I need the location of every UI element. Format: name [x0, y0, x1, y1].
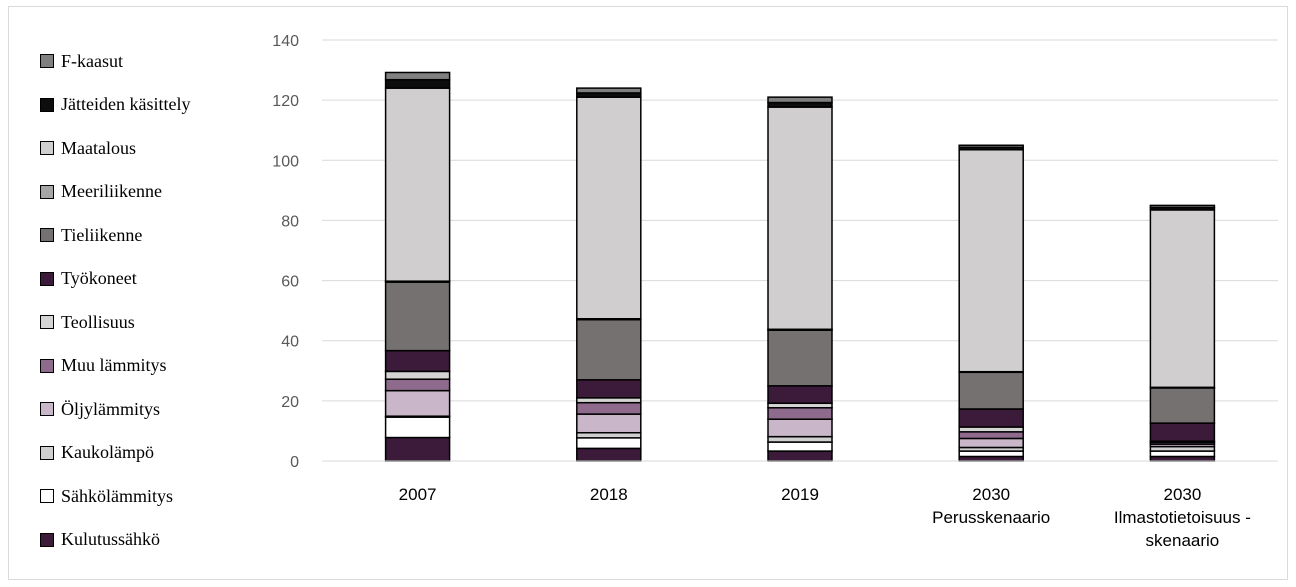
- bar-stack: [767, 96, 833, 462]
- bar-segment: [576, 318, 642, 381]
- legend-item: Kaukolämpö: [40, 442, 154, 464]
- bar-segment: [384, 78, 451, 89]
- bar-segment: [576, 437, 642, 450]
- legend-swatch: [40, 315, 54, 329]
- bar-segment: [1149, 450, 1216, 458]
- bar-segment: [384, 378, 451, 392]
- bar-segment: [767, 435, 833, 443]
- bar-segment: [384, 349, 451, 373]
- y-tick-label: 60: [281, 274, 299, 291]
- bar-stack: [384, 71, 451, 462]
- legend-swatch: [40, 532, 54, 547]
- legend-item: Öljylämmitys: [40, 398, 160, 420]
- legend-label: Tieliikenne: [61, 224, 143, 245]
- legend-label: Meeriliikenne: [61, 181, 162, 201]
- legend-item: Tieliikenne: [40, 224, 142, 246]
- x-category-label: 2019: [781, 485, 819, 504]
- bar-segment: [384, 281, 451, 352]
- bar-segment: [767, 96, 833, 104]
- bar-segment: [767, 106, 833, 331]
- bar-segment: [958, 371, 1024, 410]
- legend-swatch: [40, 489, 54, 503]
- bar-segment: [767, 329, 833, 387]
- legend-item: Maatalous: [40, 137, 136, 159]
- legend-swatch: [40, 402, 54, 416]
- bar-segment: [767, 407, 833, 420]
- legend-label: F-kaasut: [61, 50, 123, 71]
- x-category-label: 2030 Ilmastotietoisuus -skenaario: [1114, 485, 1251, 550]
- bar-segment: [576, 447, 642, 462]
- bar-segment: [576, 431, 642, 439]
- bar-segment: [958, 408, 1024, 428]
- bar-segment: [384, 436, 451, 462]
- y-tick-label: 80: [281, 213, 299, 230]
- legend-swatch: [40, 358, 54, 373]
- bar-segment: [958, 149, 1024, 373]
- legend-label: Kulutussähkö: [61, 529, 160, 549]
- bar-segment: [767, 385, 833, 405]
- bar-segment: [1149, 204, 1216, 209]
- legend-label: Sähkölämmitys: [61, 485, 173, 506]
- y-tick-label: 120: [272, 93, 299, 110]
- y-axis-tick-labels: 0 20 40 60 80 100 120 140: [272, 33, 299, 471]
- y-tick-label: 40: [281, 334, 299, 351]
- bar-segment: [767, 441, 833, 452]
- legend-swatch: [40, 271, 54, 286]
- bar-segment: [576, 401, 642, 415]
- bar-segment: [958, 144, 1024, 149]
- bar-segment: [767, 450, 833, 462]
- legend-item: Jätteiden käsittely: [40, 94, 190, 116]
- legend-label: Jätteiden käsittely: [61, 94, 191, 114]
- legend-label: Teollisuus: [61, 311, 135, 332]
- legend-swatch: [40, 445, 54, 460]
- legend-item: F-kaasut: [40, 50, 123, 72]
- legend-swatch: [40, 184, 54, 199]
- bar-segment: [384, 416, 451, 439]
- bar-segment: [576, 379, 642, 399]
- bar-segment: [1149, 209, 1216, 389]
- x-axis-category-labels: 2007 2018 2019 2030 Perusskenaario 2030 Ilmast…: [399, 485, 1251, 550]
- legend-item: Sähkölämmitys: [40, 485, 173, 507]
- x-category-label: 2018: [590, 485, 628, 504]
- bar-segment: [1149, 422, 1216, 442]
- bar-stack: [1149, 204, 1216, 462]
- legend-label: Maatalous: [61, 137, 136, 158]
- y-tick-label: 20: [281, 394, 299, 411]
- y-tick-label: 140: [272, 33, 299, 50]
- bar-segment: [767, 418, 833, 438]
- bar-segment: [384, 370, 451, 380]
- legend-label: Muu lämmitys: [61, 355, 167, 375]
- bar-stack: [576, 87, 642, 462]
- y-tick-label: 100: [272, 153, 299, 170]
- bars: [384, 71, 1216, 462]
- x-category-label: 2030 Perusskenaario: [932, 485, 1050, 527]
- legend-swatch: [40, 141, 54, 155]
- bar-segment: [576, 87, 642, 94]
- legend-item: Meeriliikenne: [40, 181, 162, 203]
- bar-segment: [1149, 387, 1216, 424]
- x-category-label: 2007: [399, 485, 437, 504]
- bar-segment: [384, 389, 451, 417]
- legend-item: Muu lämmitys: [40, 355, 167, 377]
- bar-segment: [384, 71, 451, 81]
- legend-item: Kulutussähkö: [40, 529, 160, 551]
- y-tick-label: 0: [290, 454, 299, 471]
- bar-segment: [576, 96, 642, 320]
- bar-segment: [576, 413, 642, 434]
- legend-swatch: [40, 97, 54, 112]
- legend-label: Öljylämmitys: [61, 398, 160, 419]
- legend-item: Teollisuus: [40, 311, 135, 333]
- legend-swatch: [40, 228, 54, 242]
- legend-swatch: [40, 54, 54, 68]
- bar-segment: [958, 450, 1024, 458]
- legend-label: Kaukolämpö: [61, 442, 154, 462]
- legend-label: Työkoneet: [61, 268, 137, 288]
- bar-segment: [958, 431, 1024, 440]
- bar-stack: [958, 144, 1024, 462]
- legend-item: Työkoneet: [40, 268, 137, 290]
- chart-frame: [8, 6, 1288, 580]
- bar-segment: [958, 437, 1024, 449]
- bar-segment: [384, 87, 451, 282]
